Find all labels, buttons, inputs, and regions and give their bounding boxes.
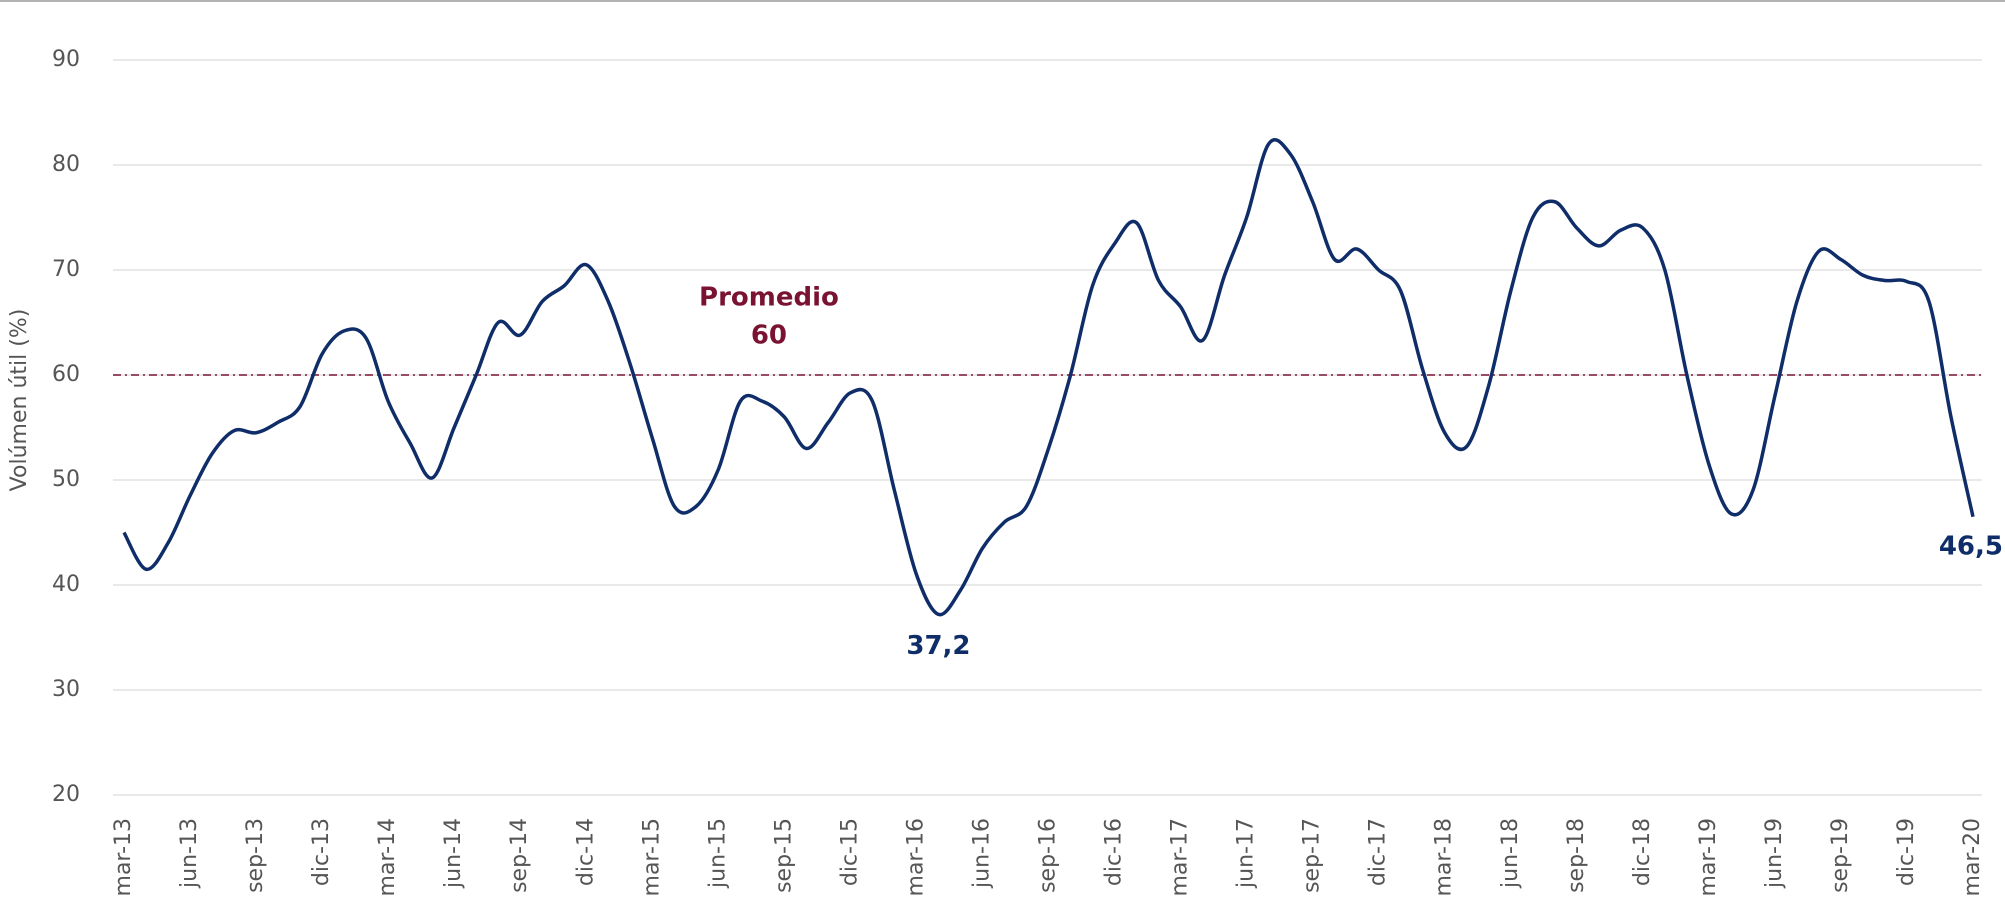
- x-tick-label: sep-18: [1564, 818, 1589, 893]
- x-tick-label: mar-20: [1960, 818, 1985, 896]
- x-tick-label: dic-15: [837, 818, 862, 886]
- x-tick-label: dic-18: [1630, 818, 1655, 886]
- y-tick-label: 70: [52, 257, 80, 282]
- x-tick-label: mar-15: [639, 818, 664, 896]
- x-tick-label: mar-19: [1696, 818, 1721, 896]
- y-tick-label: 30: [52, 677, 80, 702]
- y-tick-label: 40: [52, 572, 80, 597]
- y-tick-label: 20: [52, 782, 80, 807]
- x-tick-label: jun-17: [1234, 818, 1259, 889]
- x-tick-label: jun-19: [1762, 818, 1787, 889]
- x-tick-label: jun-18: [1498, 818, 1523, 889]
- x-tick-label: mar-14: [375, 818, 400, 896]
- x-tick-label: jun-15: [705, 818, 730, 889]
- x-tick-label: jun-13: [177, 818, 202, 889]
- x-tick-label: sep-15: [771, 818, 796, 893]
- y-tick-label: 90: [52, 47, 80, 72]
- y-tick-label: 60: [52, 362, 80, 387]
- data-label: 46,5: [1939, 531, 2003, 561]
- x-tick-label: dic-13: [309, 818, 334, 886]
- x-tick-label: jun-14: [441, 818, 466, 889]
- reference-value: 60: [751, 321, 787, 351]
- reference-label: Promedio: [699, 283, 839, 313]
- x-tick-label: sep-14: [507, 818, 532, 893]
- x-tick-label: mar-17: [1168, 818, 1193, 896]
- x-tick-label: sep-13: [243, 818, 268, 893]
- x-tick-label: mar-18: [1432, 818, 1457, 896]
- x-tick-label: sep-16: [1036, 818, 1061, 893]
- x-tick-label: dic-16: [1102, 818, 1127, 886]
- x-tick-label: mar-16: [903, 818, 928, 896]
- x-tick-label: dic-14: [573, 818, 598, 886]
- x-tick-label: dic-19: [1894, 818, 1919, 886]
- y-tick-label: 50: [52, 467, 80, 492]
- x-tick-label: sep-17: [1300, 818, 1325, 893]
- x-tick-label: jun-16: [969, 818, 994, 889]
- y-axis-title: Volúmen útil (%): [7, 309, 32, 492]
- x-tick-label: mar-13: [111, 818, 136, 896]
- data-line: [122, 138, 1975, 617]
- x-tick-label: sep-19: [1828, 818, 1853, 893]
- y-tick-label: 80: [52, 152, 80, 177]
- x-tick-label: dic-17: [1366, 818, 1391, 886]
- data-label: 37,2: [906, 631, 970, 661]
